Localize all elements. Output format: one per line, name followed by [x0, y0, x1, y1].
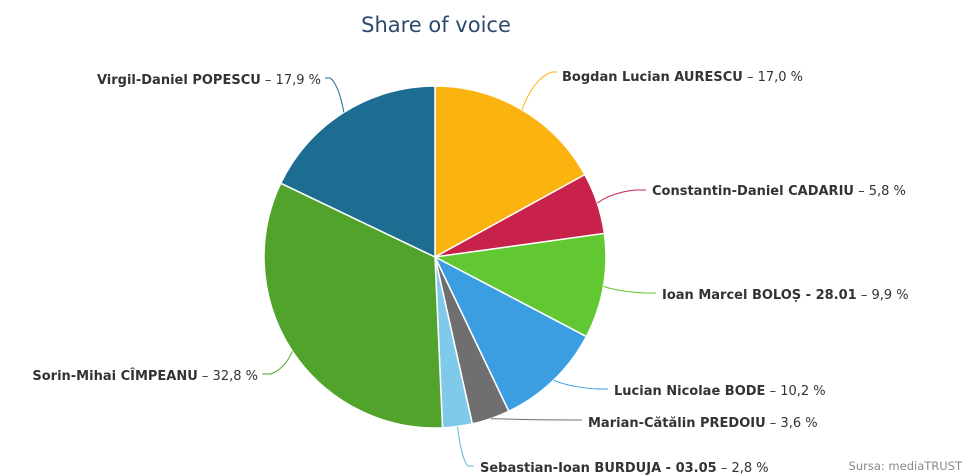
- connector-ioan-marcel-bolos-28-01: [603, 285, 656, 294]
- connector-constantin-daniel-cadariu: [596, 189, 646, 204]
- pie-slice-bogdan-lucian-aurescu[interactable]: [434, 85, 586, 259]
- data-label-sebastian-ioan-burduja-03-05: Sebastian-Ioan BURDUJA - 03.05 – 2,8 %: [480, 461, 769, 475]
- data-label-bogdan-lucian-aurescu: Bogdan Lucian AURESCU – 17,0 %: [562, 70, 803, 85]
- data-label-ioan-marcel-bolos-28-01: Ioan Marcel BOLOȘ - 28.01 – 9,9 %: [662, 288, 909, 303]
- data-label-virgil-daniel-popescu: Virgil-Daniel POPESCU – 17,9 %: [97, 73, 321, 88]
- chart-title: Share of voice: [361, 13, 511, 37]
- pie-slice-sorin-mihai-cimpeanu[interactable]: [263, 182, 444, 429]
- connector-lucian-nicolae-bode: [553, 379, 608, 390]
- data-label-sorin-mihai-cimpeanu: Sorin-Mihai CÎMPEANU – 32,8 %: [32, 368, 258, 384]
- data-label-marian-catalin-predoiu: Marian-Cătălin PREDOIU – 3,6 %: [588, 416, 818, 431]
- connector-sorin-mihai-cimpeanu: [262, 351, 293, 375]
- data-label-constantin-daniel-cadariu: Constantin-Daniel CADARIU – 5,8 %: [652, 184, 906, 199]
- connector-bogdan-lucian-aurescu: [521, 71, 557, 110]
- connector-virgil-daniel-popescu: [325, 77, 345, 113]
- connector-marian-catalin-predoiu: [490, 418, 582, 421]
- pie-slice-lucian-nicolae-bode[interactable]: [433, 255, 588, 413]
- source-credit: Sursa: mediaTRUST: [848, 459, 962, 473]
- data-label-lucian-nicolae-bode: Lucian Nicolae BODE – 10,2 %: [614, 384, 826, 399]
- connector-sebastian-ioan-burduja-03-05: [457, 426, 474, 467]
